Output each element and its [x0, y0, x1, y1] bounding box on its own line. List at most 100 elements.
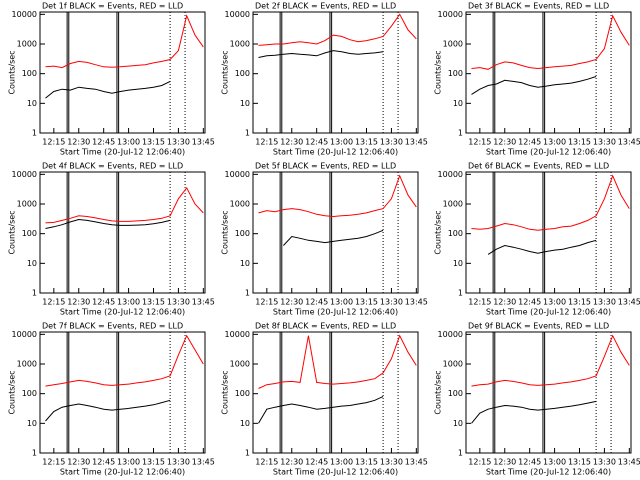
x-tick-label: 12:30: [67, 458, 90, 467]
x-tick-label: 13:30: [380, 458, 403, 467]
x-tick-label: 13:45: [405, 138, 428, 147]
series-line: [45, 186, 204, 224]
y-axis-label: Counts/sec: [434, 50, 443, 94]
y-tick-label: 1: [245, 129, 250, 138]
series-line: [45, 334, 204, 387]
plot-frame: [465, 331, 632, 454]
y-tick-label: 100: [22, 69, 37, 78]
series-line: [45, 14, 204, 69]
series-line: [283, 229, 384, 246]
x-tick-label: 13:45: [192, 458, 215, 467]
x-tick-label: 12:45: [305, 298, 328, 307]
x-tick-label: 13:15: [568, 298, 591, 307]
chart-title: Det 3f BLACK = Events, RED = LLD: [468, 2, 609, 11]
x-tick-label: 13:45: [405, 298, 428, 307]
x-tick-label: 13:30: [167, 298, 190, 307]
x-tick-label: 13:15: [568, 138, 591, 147]
series-line: [258, 50, 384, 58]
series-line: [258, 334, 417, 389]
x-axis-label: Start Time (20-Jul-12 12:06:40): [273, 468, 398, 477]
y-tick-label: 1: [32, 449, 37, 458]
y-tick-label: 10: [453, 99, 463, 108]
y-tick-label: 100: [235, 229, 250, 238]
x-tick-label: 13:45: [618, 138, 640, 147]
plot-frame: [465, 171, 632, 294]
x-tick-label: 13:00: [543, 138, 566, 147]
x-tick-label: 13:00: [117, 298, 140, 307]
x-axis-label: Start Time (20-Jul-12 12:06:40): [486, 308, 611, 317]
x-tick-label: 13:30: [380, 298, 403, 307]
chart-title: Det 2f BLACK = Events, RED = LLD: [255, 2, 396, 11]
x-tick-label: 12:15: [42, 298, 65, 307]
series-line: [258, 174, 417, 218]
x-tick-label: 13:45: [192, 298, 215, 307]
plot-frame: [39, 11, 206, 134]
x-tick-label: 12:30: [280, 458, 303, 467]
chart-title: Det 5f BLACK = Events, RED = LLD: [255, 162, 396, 171]
x-tick-label: 12:45: [518, 138, 541, 147]
x-axis-label: Start Time (20-Jul-12 12:06:40): [273, 148, 398, 157]
x-tick-label: 12:30: [280, 138, 303, 147]
x-tick-label: 13:00: [543, 458, 566, 467]
y-tick-label: 10000: [12, 10, 37, 19]
x-tick-label: 12:30: [493, 138, 516, 147]
x-tick-label: 12:15: [255, 138, 278, 147]
y-axis-label: Counts/sec: [221, 50, 230, 94]
plot-frame: [252, 331, 419, 454]
x-tick-label: 12:15: [468, 138, 491, 147]
y-tick-label: 10: [240, 99, 250, 108]
x-tick-label: 13:00: [330, 138, 353, 147]
x-tick-label: 13:15: [355, 298, 378, 307]
series-line: [471, 400, 597, 424]
chart-title: Det 6f BLACK = Events, RED = LLD: [468, 162, 609, 171]
x-tick-label: 12:45: [92, 458, 115, 467]
x-tick-label: 13:15: [142, 298, 165, 307]
y-tick-label: 1: [458, 289, 463, 298]
x-tick-label: 12:45: [305, 138, 328, 147]
y-axis-label: Counts/sec: [434, 210, 443, 254]
plot-frame: [252, 11, 419, 134]
x-tick-label: 13:30: [167, 138, 190, 147]
series-line: [471, 76, 597, 95]
y-tick-label: 10000: [12, 170, 37, 179]
y-tick-label: 100: [448, 389, 463, 398]
y-axis-label: Counts/sec: [221, 210, 230, 254]
y-axis-label: Counts/sec: [8, 370, 17, 414]
x-tick-label: 13:15: [142, 138, 165, 147]
y-tick-label: 100: [235, 69, 250, 78]
y-tick-label: 1: [458, 129, 463, 138]
x-tick-label: 13:15: [142, 458, 165, 467]
x-tick-label: 12:45: [92, 298, 115, 307]
series-line: [45, 80, 171, 99]
y-tick-label: 10: [240, 419, 250, 428]
y-axis-label: Counts/sec: [8, 50, 17, 94]
y-tick-label: 1: [32, 129, 37, 138]
x-tick-label: 12:15: [255, 298, 278, 307]
x-tick-label: 13:15: [355, 138, 378, 147]
x-tick-label: 13:45: [618, 458, 640, 467]
chart-title: Det 9f BLACK = Events, RED = LLD: [468, 322, 609, 331]
x-tick-label: 13:00: [330, 458, 353, 467]
x-tick-label: 13:00: [330, 298, 353, 307]
y-tick-label: 1: [245, 289, 250, 298]
x-axis-label: Start Time (20-Jul-12 12:06:40): [60, 148, 185, 157]
y-tick-label: 10000: [225, 10, 250, 19]
y-tick-label: 1000: [230, 40, 250, 49]
plot-frame: [39, 171, 206, 294]
x-axis-label: Start Time (20-Jul-12 12:06:40): [273, 308, 398, 317]
y-tick-label: 100: [235, 389, 250, 398]
plot-frame: [465, 11, 632, 134]
y-tick-label: 1000: [17, 40, 37, 49]
x-tick-label: 12:15: [468, 458, 491, 467]
series-line: [258, 396, 384, 424]
y-tick-label: 1000: [443, 200, 463, 209]
y-tick-label: 100: [448, 69, 463, 78]
x-tick-label: 13:30: [593, 298, 616, 307]
x-tick-label: 13:30: [593, 138, 616, 147]
y-tick-label: 10000: [438, 170, 463, 179]
y-tick-label: 10: [240, 259, 250, 268]
y-tick-label: 10000: [12, 330, 37, 339]
y-tick-label: 10000: [438, 10, 463, 19]
y-tick-label: 1: [458, 449, 463, 458]
